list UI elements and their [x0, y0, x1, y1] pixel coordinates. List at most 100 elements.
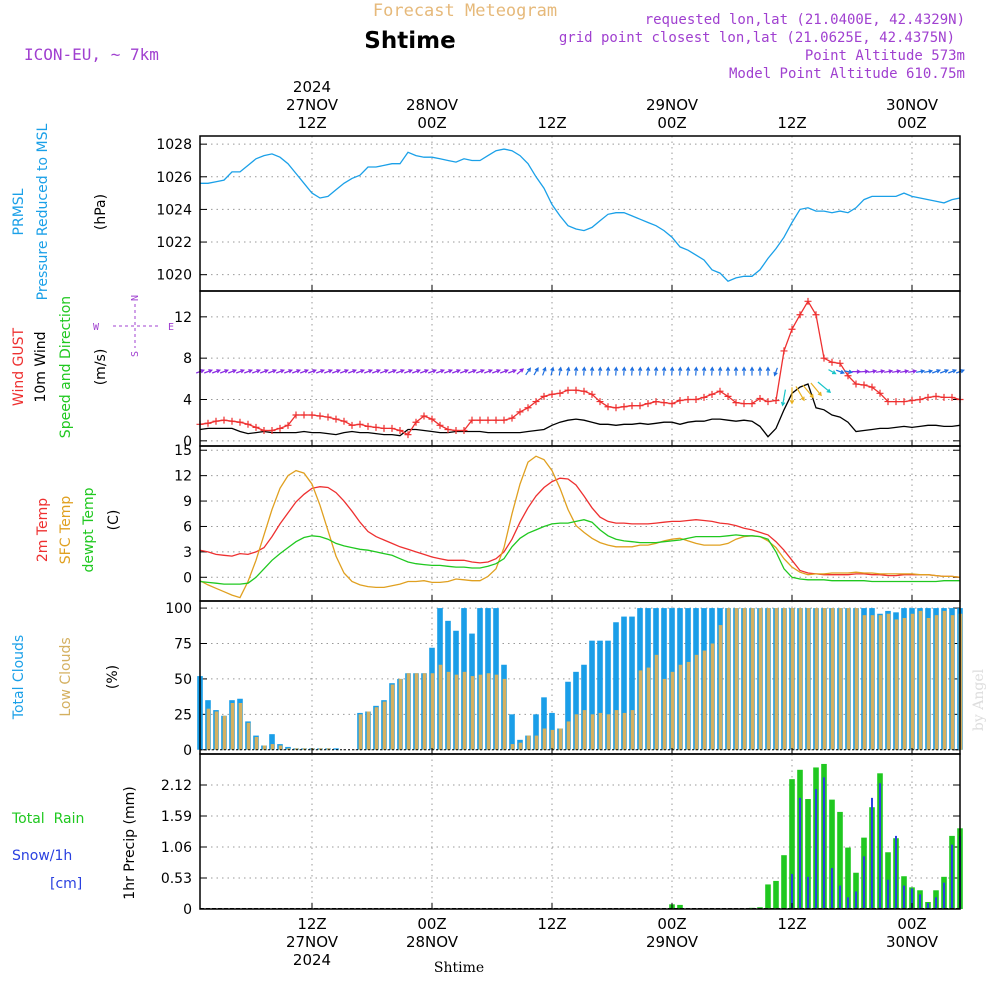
- clouds-bar: [606, 714, 611, 750]
- precip-bar: [903, 885, 905, 909]
- clouds-bar: [838, 608, 843, 750]
- clouds-bar: [678, 664, 683, 750]
- gust-marker: [684, 396, 692, 403]
- prmsl-label: PRMSL: [11, 188, 27, 235]
- clouds-bar: [262, 745, 267, 750]
- precip-bar: [855, 891, 857, 909]
- clouds-bar: [206, 708, 211, 750]
- clouds-bar: [926, 618, 931, 750]
- wind-arrow: [907, 369, 918, 374]
- y-tick-label: 9: [183, 494, 192, 510]
- precip-bar: [839, 885, 841, 909]
- wind-arrow: [765, 366, 771, 376]
- top-tick-label: 12Z: [777, 114, 806, 132]
- gust-marker: [604, 403, 612, 411]
- gust-marker: [516, 408, 524, 416]
- gust-marker: [772, 397, 780, 405]
- clouds-bar: [438, 664, 443, 750]
- gust-marker: [644, 400, 652, 408]
- clouds-bar: [462, 671, 467, 750]
- y-tick-label: 0: [183, 902, 192, 918]
- gust-marker: [788, 325, 796, 333]
- prmsl-desc-label: Pressure Reduced to MSL: [35, 123, 51, 300]
- gust-marker: [652, 398, 660, 406]
- clouds-bar: [758, 608, 763, 750]
- clouds-bar: [790, 608, 795, 750]
- wind-arrow: [883, 369, 894, 374]
- wind-arrow: [828, 369, 837, 375]
- clouds-bar: [382, 701, 387, 750]
- gust-marker: [596, 398, 604, 406]
- wind-arrow: [717, 366, 723, 376]
- wind-arrow: [749, 366, 755, 376]
- temp-line: [199, 519, 960, 585]
- wind-arrow: [709, 366, 715, 376]
- top-tick-label: 28NOV: [406, 96, 459, 114]
- precip-bar: [677, 904, 683, 909]
- bottom-tick-label: 12Z: [777, 915, 806, 933]
- wind-arrow: [339, 369, 349, 374]
- clouds-bar: [422, 673, 427, 750]
- precip-bar: [879, 783, 881, 909]
- clouds-bar: [390, 684, 395, 750]
- clouds-bar: [614, 710, 619, 750]
- wind-arrow: [629, 366, 635, 376]
- clouds-bar: [302, 748, 307, 750]
- precip-bar: [911, 888, 913, 909]
- wind-arrow: [573, 366, 579, 376]
- gust-marker: [356, 420, 364, 428]
- wind-unit-label: (m/s): [93, 349, 109, 386]
- gust-marker: [492, 416, 500, 424]
- wind-arrow: [203, 369, 213, 374]
- prmsl-unit-label: (hPa): [93, 194, 109, 230]
- precip-bar: [871, 797, 873, 909]
- wind-arrow: [542, 366, 547, 376]
- clouds-bar: [846, 608, 851, 750]
- compass-south: S: [130, 351, 141, 357]
- wind-arrow: [701, 366, 707, 376]
- y-tick-label: 50: [174, 672, 192, 688]
- gust-marker: [876, 389, 884, 397]
- wind-arrow: [227, 369, 237, 374]
- gust-marker: [572, 386, 580, 394]
- precip-bar: [919, 894, 921, 909]
- precip-bar: [773, 880, 779, 909]
- bottom-tick-label: 00Z: [897, 915, 926, 933]
- wind-arrow: [835, 369, 845, 375]
- wind-arrow: [789, 387, 795, 405]
- precip-bar: [831, 868, 833, 909]
- bottom-tick-label: 27NOV: [286, 933, 339, 951]
- wind-arrow: [931, 369, 941, 374]
- clouds-bar: [518, 742, 523, 750]
- y-tick-label: 0: [183, 570, 192, 586]
- wind-arrow: [243, 369, 253, 374]
- clouds-bar: [509, 714, 515, 750]
- clouds-bar: [478, 674, 483, 750]
- gust-marker: [260, 427, 268, 434]
- clouds-bar: [870, 615, 875, 750]
- clouds-bar: [589, 640, 595, 750]
- wind-arrow: [467, 369, 477, 374]
- gust-marker: [804, 297, 812, 305]
- gust-marker: [332, 415, 340, 423]
- top-tick-label: 12Z: [537, 114, 566, 132]
- clouds-bar: [702, 650, 707, 750]
- gust-marker: [708, 390, 716, 398]
- clouds-bar: [214, 711, 219, 750]
- wind-arrow: [899, 369, 910, 374]
- gust-marker: [628, 402, 636, 410]
- y-tick-label: 1.06: [161, 840, 192, 856]
- wind-arrow: [533, 366, 539, 376]
- clouds-bar: [446, 671, 451, 750]
- y-tick-label: 100: [165, 601, 192, 617]
- gust-marker: [380, 424, 388, 432]
- gust-marker: [396, 427, 404, 434]
- gust-marker: [852, 380, 860, 388]
- wind-arrow: [259, 369, 269, 374]
- precip-bar: [807, 876, 809, 909]
- clouds-bar: [254, 737, 259, 750]
- bottom-tick-label: 12Z: [297, 915, 326, 933]
- gust-marker: [924, 393, 932, 401]
- clouds-bar: [878, 615, 883, 750]
- gust-marker: [364, 422, 372, 430]
